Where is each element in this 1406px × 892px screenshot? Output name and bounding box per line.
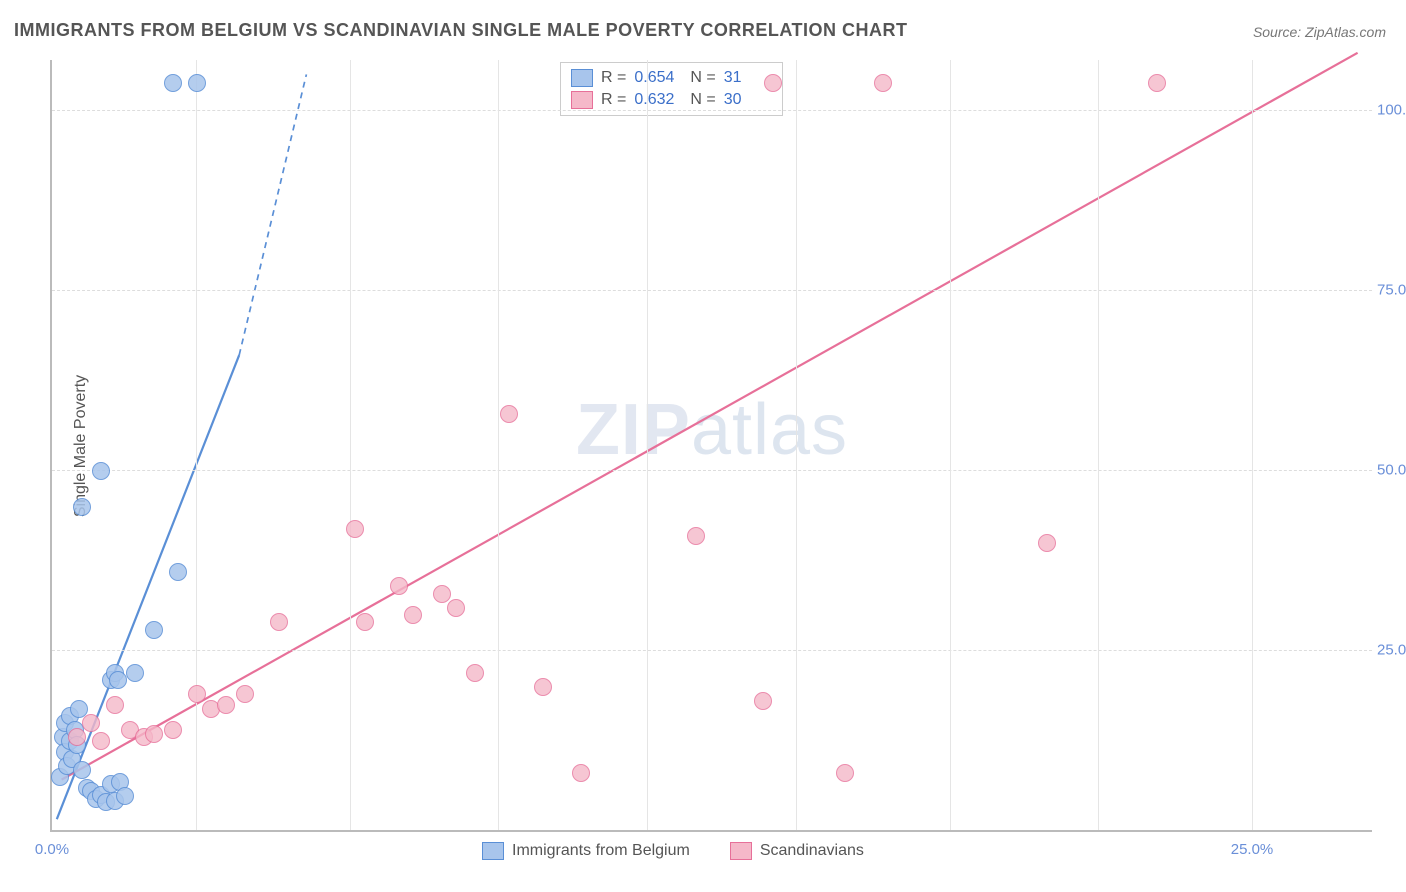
gridline-vertical bbox=[196, 60, 197, 830]
gridline-vertical bbox=[1252, 60, 1253, 830]
gridline-vertical bbox=[1098, 60, 1099, 830]
gridline-vertical bbox=[647, 60, 648, 830]
legend-swatch bbox=[571, 91, 593, 109]
data-point bbox=[572, 764, 590, 782]
data-point bbox=[500, 405, 518, 423]
stat-r-label: R = bbox=[601, 69, 626, 87]
data-point bbox=[73, 761, 91, 779]
gridline-vertical bbox=[796, 60, 797, 830]
data-point bbox=[164, 721, 182, 739]
data-point bbox=[754, 692, 772, 710]
legend-swatch bbox=[730, 842, 752, 860]
data-point bbox=[145, 621, 163, 639]
stat-n-label: N = bbox=[690, 91, 715, 109]
plot-area: ZIPatlas R = 0.654N = 31R = 0.632N = 30 … bbox=[50, 60, 1372, 832]
gridline-horizontal bbox=[52, 290, 1372, 291]
data-point bbox=[390, 577, 408, 595]
data-point bbox=[447, 599, 465, 617]
watermark-thin: atlas bbox=[691, 390, 848, 470]
data-point bbox=[126, 664, 144, 682]
data-point bbox=[169, 563, 187, 581]
data-point bbox=[82, 714, 100, 732]
data-point bbox=[116, 787, 134, 805]
data-point bbox=[73, 498, 91, 516]
data-point bbox=[92, 462, 110, 480]
trend-line bbox=[62, 53, 1358, 780]
data-point bbox=[188, 74, 206, 92]
trend-lines-svg bbox=[52, 60, 1372, 830]
x-tick-label: 0.0% bbox=[35, 841, 69, 858]
trend-line-dashed bbox=[239, 74, 306, 355]
stat-n-label: N = bbox=[690, 69, 715, 87]
data-point bbox=[534, 678, 552, 696]
gridline-vertical bbox=[350, 60, 351, 830]
stats-legend: R = 0.654N = 31R = 0.632N = 30 bbox=[560, 62, 783, 116]
y-tick-label: 50.0% bbox=[1377, 462, 1406, 479]
watermark-bold: ZIP bbox=[576, 390, 691, 470]
y-tick-label: 25.0% bbox=[1377, 642, 1406, 659]
legend-item: Scandinavians bbox=[730, 842, 864, 860]
data-point bbox=[356, 613, 374, 631]
data-point bbox=[164, 74, 182, 92]
data-point bbox=[106, 696, 124, 714]
stat-r-value: 0.632 bbox=[634, 91, 682, 109]
gridline-horizontal bbox=[52, 110, 1372, 111]
stats-row: R = 0.654N = 31 bbox=[571, 67, 772, 89]
chart-title: IMMIGRANTS FROM BELGIUM VS SCANDINAVIAN … bbox=[14, 20, 908, 41]
gridline-horizontal bbox=[52, 650, 1372, 651]
x-tick-label: 25.0% bbox=[1231, 841, 1274, 858]
data-point bbox=[836, 764, 854, 782]
y-tick-label: 75.0% bbox=[1377, 282, 1406, 299]
gridline-vertical bbox=[950, 60, 951, 830]
stat-r-value: 0.654 bbox=[634, 69, 682, 87]
stat-r-label: R = bbox=[601, 91, 626, 109]
data-point bbox=[404, 606, 422, 624]
legend-label: Scandinavians bbox=[760, 842, 864, 860]
legend-swatch bbox=[571, 69, 593, 87]
data-point bbox=[433, 585, 451, 603]
stat-n-value: 30 bbox=[724, 91, 772, 109]
y-tick-label: 100.0% bbox=[1377, 102, 1406, 119]
data-point bbox=[874, 74, 892, 92]
data-point bbox=[92, 732, 110, 750]
data-point bbox=[217, 696, 235, 714]
data-point bbox=[346, 520, 364, 538]
data-point bbox=[1038, 534, 1056, 552]
source-label: Source: ZipAtlas.com bbox=[1253, 24, 1386, 40]
legend-item: Immigrants from Belgium bbox=[482, 842, 690, 860]
watermark: ZIPatlas bbox=[576, 389, 848, 471]
gridline-horizontal bbox=[52, 470, 1372, 471]
data-point bbox=[109, 671, 127, 689]
gridline-vertical bbox=[498, 60, 499, 830]
data-point bbox=[687, 527, 705, 545]
data-point bbox=[145, 725, 163, 743]
chart-container: IMMIGRANTS FROM BELGIUM VS SCANDINAVIAN … bbox=[0, 0, 1406, 892]
legend-swatch bbox=[482, 842, 504, 860]
data-point bbox=[466, 664, 484, 682]
data-point bbox=[188, 685, 206, 703]
data-point bbox=[1148, 74, 1166, 92]
legend-label: Immigrants from Belgium bbox=[512, 842, 690, 860]
series-legend: Immigrants from Belgium Scandinavians bbox=[482, 842, 864, 860]
data-point bbox=[764, 74, 782, 92]
data-point bbox=[270, 613, 288, 631]
data-point bbox=[236, 685, 254, 703]
stats-row: R = 0.632 N = 30 bbox=[571, 89, 772, 111]
